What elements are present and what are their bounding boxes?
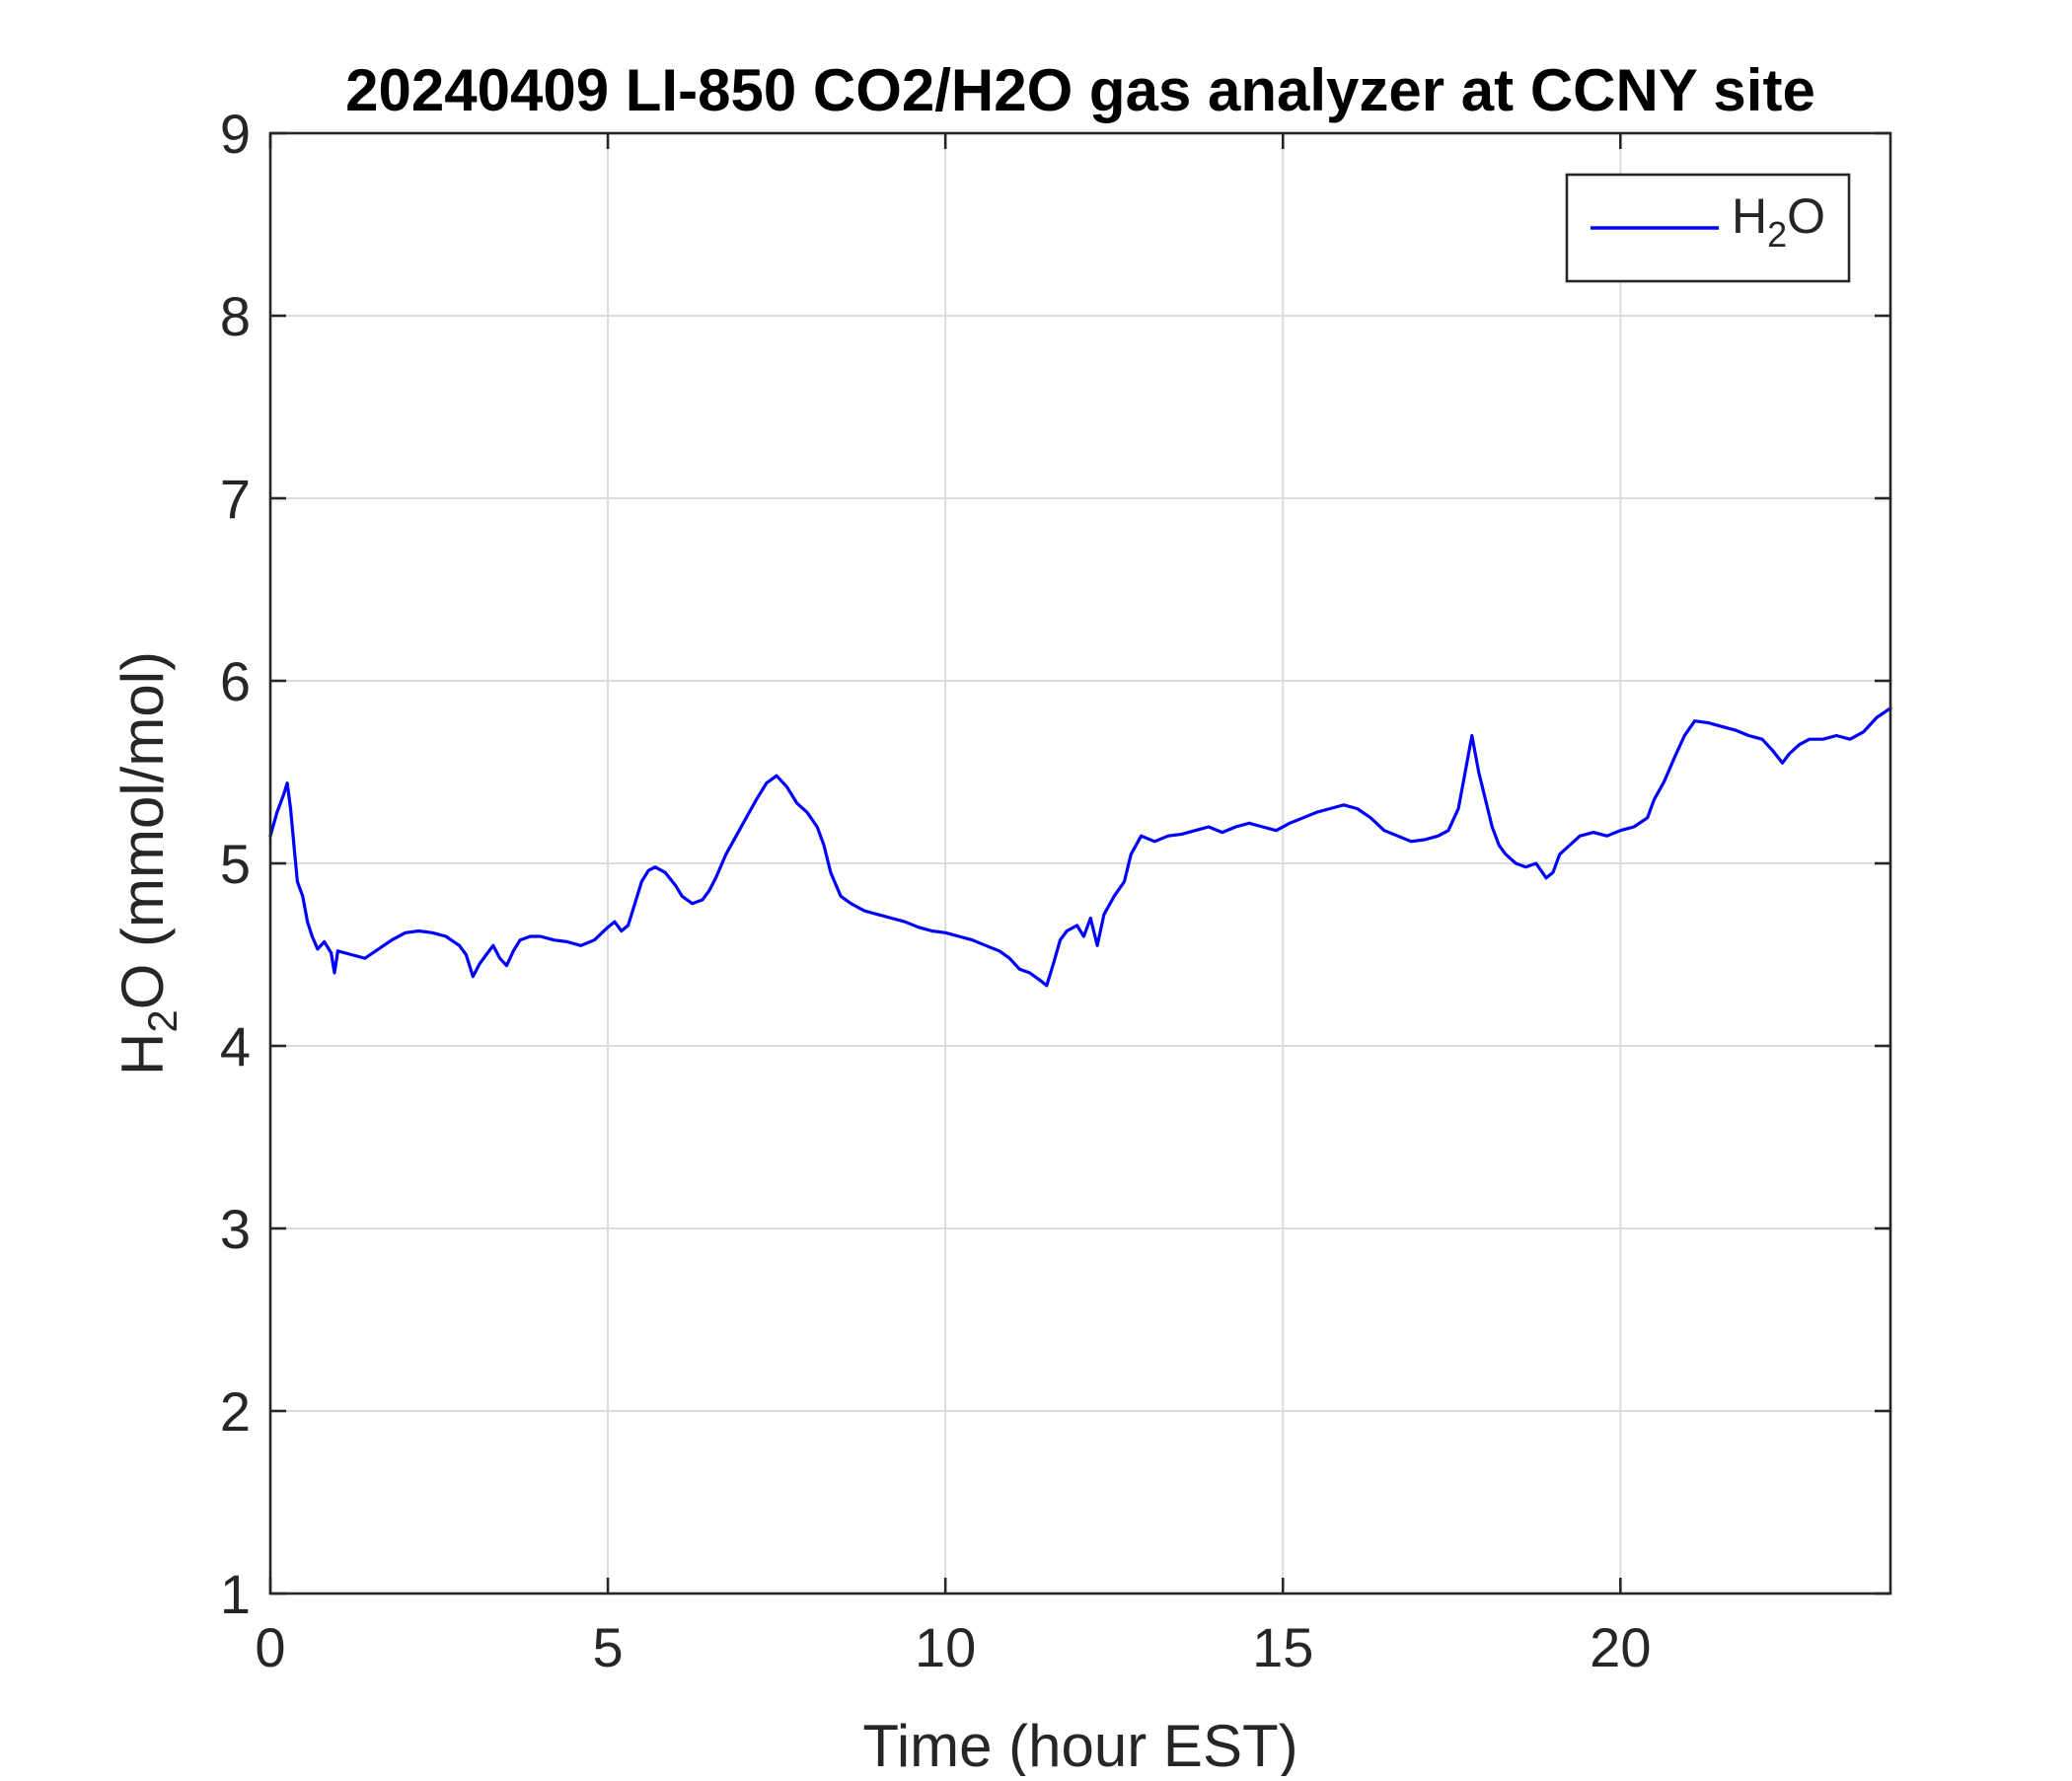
tick-labels: 0 5 10 15 20 1 2 3 4 5 6 7 8 9	[220, 103, 1652, 1678]
y-tick-label: 7	[220, 468, 251, 530]
y-tick-label: 5	[220, 833, 251, 895]
x-tick-label: 5	[593, 1616, 624, 1678]
plot-frame	[268, 131, 1892, 1595]
x-tick-label: 20	[1590, 1616, 1651, 1678]
y-tick-label: 4	[220, 1015, 251, 1077]
legend: H2O	[1565, 173, 1851, 283]
legend-h2o-base: H	[1732, 188, 1767, 244]
y-tick-label: 1	[220, 1563, 251, 1625]
y-tick-label: 2	[220, 1380, 251, 1443]
y-axis-label-rest: O (mmol/mol)	[110, 651, 176, 1009]
y-tick-label: 6	[220, 650, 251, 712]
legend-h2o-rest: O	[1787, 188, 1825, 244]
y-axis-label: H2O (mmol/mol)	[110, 651, 185, 1076]
series-line-h2o	[268, 706, 1892, 988]
x-tick-label: 0	[255, 1616, 285, 1678]
legend-h2o-label: H2O	[1732, 188, 1825, 255]
y-tick-label: 9	[220, 103, 251, 165]
chart-title: 20240409 LI-850 CO2/H2O gas analyzer at …	[345, 57, 1815, 123]
x-axis-label: Time (hour EST)	[862, 1713, 1297, 1776]
series-layer	[268, 706, 1892, 988]
y-tick-label: 8	[220, 285, 251, 347]
y-tick-label: 3	[220, 1198, 251, 1260]
legend-h2o-subscript: 2	[1767, 214, 1787, 255]
y-axis-label-subscript: 2	[139, 1009, 185, 1032]
x-tick-label: 10	[915, 1616, 976, 1678]
y-axis-label-base: H	[110, 1033, 176, 1076]
x-tick-label: 15	[1252, 1616, 1313, 1678]
